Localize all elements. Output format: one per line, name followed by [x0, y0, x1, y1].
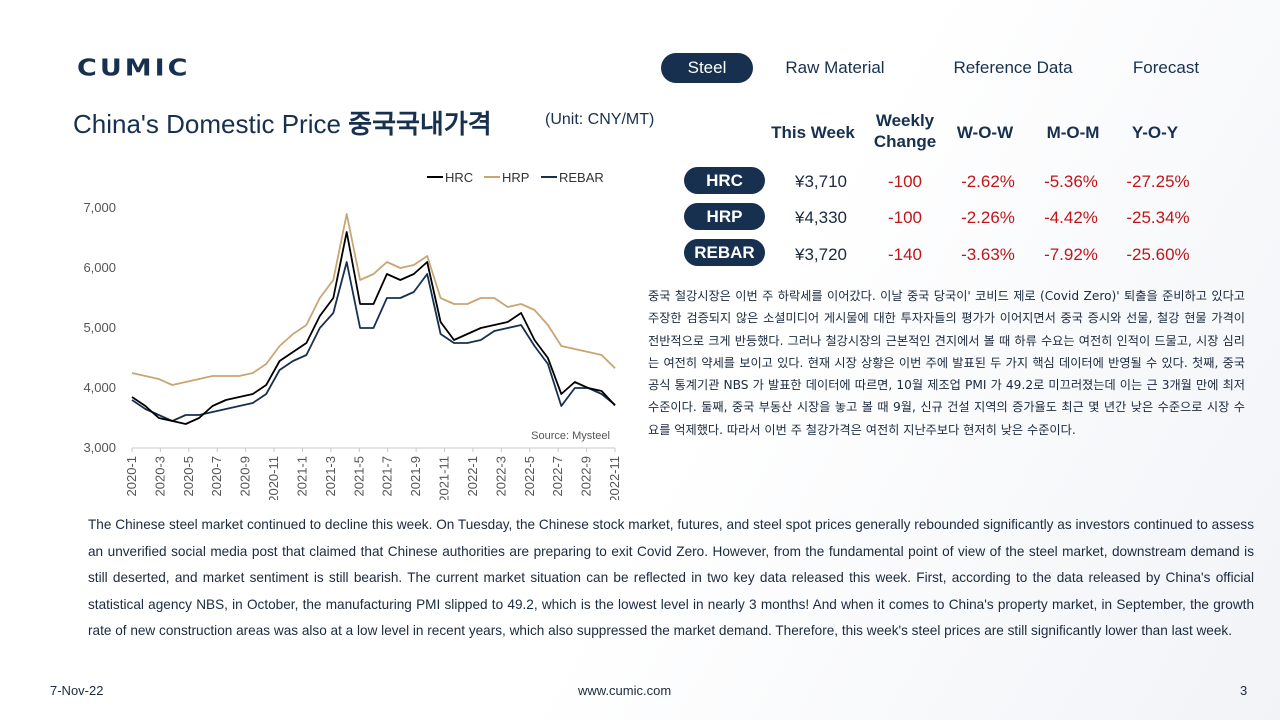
header-weekly-change: Weekly Change [873, 111, 937, 151]
chart-source: Source: Mysteel [531, 430, 610, 442]
x-tick-label: 2020-9 [238, 456, 253, 496]
tab-reference-data[interactable]: Reference Data [953, 58, 1073, 77]
hrp-yoy: -25.34% [1126, 208, 1190, 227]
x-tick-label: 2022-1 [465, 456, 480, 496]
series-line-hrp [131, 213, 616, 386]
x-tick-label: 2021-11 [437, 456, 452, 500]
x-tick-label: 2020-7 [209, 456, 224, 496]
x-tick-label: 2022-11 [607, 456, 622, 500]
y-tick-label: 6,000 [83, 260, 116, 275]
row-label-rebar: REBAR [684, 239, 765, 266]
hrc-mom: -5.36% [1044, 172, 1098, 191]
y-tick-label: 5,000 [83, 320, 116, 335]
rebar-wow: -3.63% [961, 245, 1015, 264]
page-title: China's Domestic Price 중국국내가격 [73, 104, 492, 141]
x-tick-label: 2021-5 [351, 456, 366, 496]
hrc-weekly-change: -100 [887, 172, 923, 191]
rebar-yoy: -25.60% [1126, 245, 1190, 264]
header-this-week: This Week [771, 123, 855, 142]
x-tick-label: 2022-3 [493, 456, 508, 496]
hrp-weekly-change: -100 [887, 208, 923, 227]
x-tick-label: 2020-1 [124, 456, 139, 496]
x-tick-label: 2022-5 [522, 456, 537, 496]
rebar-mom: -7.92% [1044, 245, 1098, 264]
hrp-wow: -2.26% [961, 208, 1015, 227]
x-tick-label: 2021-7 [380, 456, 395, 496]
x-tick-label: 2021-1 [294, 456, 309, 496]
header-wow: W-O-W [956, 123, 1014, 142]
commentary-korean: 중국 철강시장은 이번 주 하락세를 이어갔다. 이날 중국 당국이' 코비드 … [648, 289, 1245, 437]
tab-steel[interactable]: Steel [661, 53, 753, 83]
x-tick-label: 2020-3 [152, 456, 167, 496]
hrc-wow: -2.62% [961, 172, 1015, 191]
rebar-weekly-change: -140 [887, 245, 923, 264]
header-mom: M-O-M [1046, 123, 1100, 142]
chart-y-axis: 3,000 4,000 5,000 6,000 7,000 [83, 200, 116, 455]
x-tick-label: 2020-5 [181, 456, 196, 496]
footer-date: 7-Nov-22 [50, 683, 104, 698]
tab-raw-material[interactable]: Raw Material [785, 58, 885, 77]
chart-x-axis: 2020-1 2020-3 2020-5 2020-7 2020-9 2020-11 202… [124, 447, 622, 500]
rebar-price: ¥3,720 [795, 245, 847, 264]
page-title-ko: 중국국내가격 [348, 109, 492, 139]
footer-page-number: 3 [1240, 683, 1248, 698]
legend-label-hrc: HRC [445, 170, 473, 185]
header-yoy: Y-O-Y [1131, 123, 1179, 142]
hrp-price: ¥4,330 [795, 208, 847, 227]
series-line-rebar [131, 261, 616, 422]
x-tick-label: 2021-9 [408, 456, 423, 496]
legend-label-hrp: HRP [502, 170, 529, 185]
x-tick-label: 2021-3 [323, 456, 338, 496]
commentary-english: The Chinese steel market continued to de… [88, 517, 1254, 638]
footer-url[interactable]: www.cumic.com [578, 683, 672, 698]
x-tick-label: 2020-11 [266, 456, 281, 500]
hrc-yoy: -27.25% [1126, 172, 1190, 191]
tab-forecast[interactable]: Forecast [1132, 58, 1200, 77]
series-line-hrc [131, 231, 616, 425]
y-tick-label: 3,000 [83, 440, 116, 455]
y-tick-label: 7,000 [83, 200, 116, 215]
chart-series [131, 213, 616, 425]
page-title-en: China's Domestic Price [73, 109, 349, 139]
hrp-mom: -4.42% [1044, 208, 1098, 227]
unit-label: (Unit: CNY/MT) [545, 111, 655, 128]
x-tick-label: 2022-9 [579, 456, 594, 496]
cumic-logo[interactable]: CUMIC [77, 55, 191, 82]
hrc-price: ¥3,710 [795, 172, 847, 191]
legend-label-rebar: REBAR [559, 170, 604, 185]
price-line-chart: HRC HRP REBAR 3,000 4,000 5,000 6,000 7,000 20… [83, 170, 622, 500]
x-tick-label: 2022-7 [550, 456, 565, 496]
row-label-hrp: HRP [684, 203, 765, 230]
row-label-hrc: HRC [684, 167, 765, 194]
chart-legend: HRC HRP REBAR [427, 170, 604, 185]
y-tick-label: 4,000 [83, 380, 116, 395]
